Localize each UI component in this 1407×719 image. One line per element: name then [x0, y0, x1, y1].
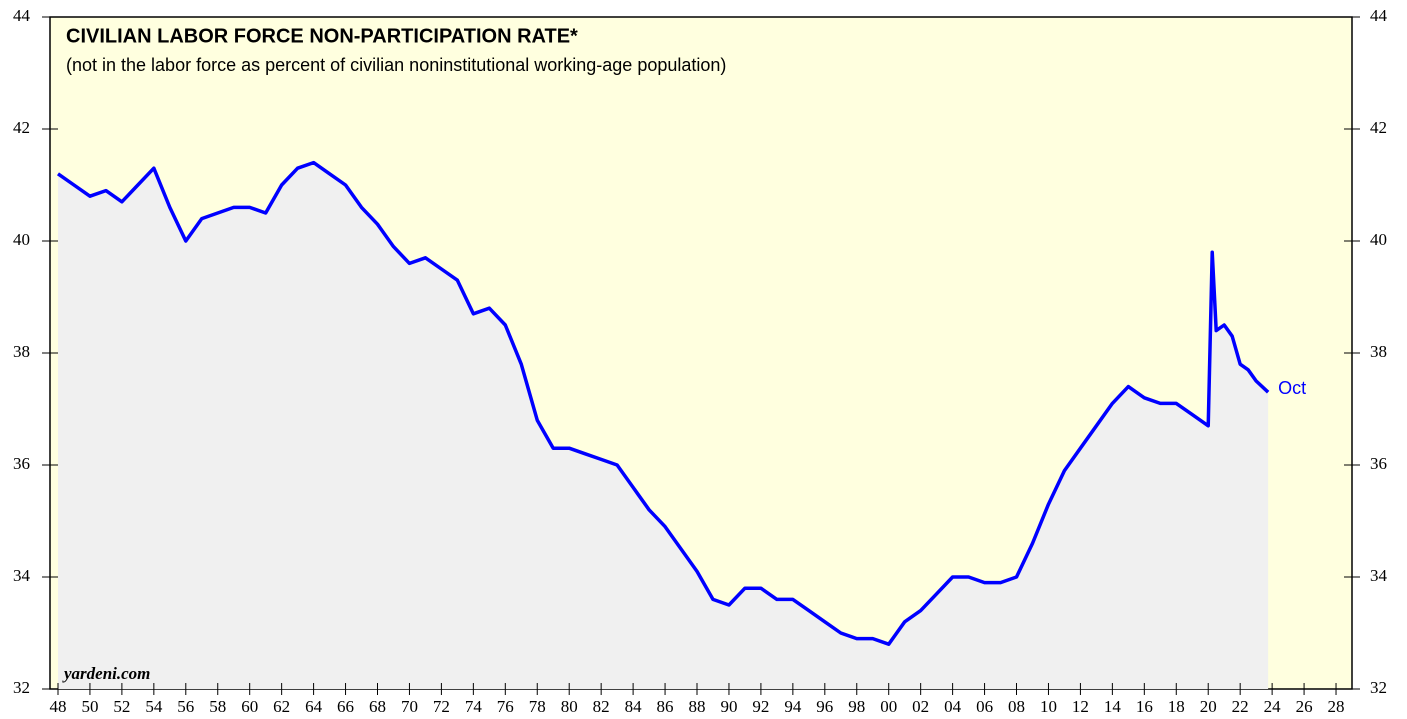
- y-tick-label: 38: [13, 342, 30, 361]
- x-tick-label: 14: [1104, 697, 1122, 716]
- x-tick-label: 80: [561, 697, 578, 716]
- x-tick-label: 72: [433, 697, 450, 716]
- x-tick-label: 98: [848, 697, 865, 716]
- x-tick-label: 56: [177, 697, 194, 716]
- x-tick-label: 94: [784, 697, 802, 716]
- x-tick-label: 00: [880, 697, 897, 716]
- y2-tick-label: 40: [1370, 230, 1387, 249]
- x-tick-label: 18: [1168, 697, 1185, 716]
- y-tick-label: 32: [13, 678, 30, 697]
- y2-tick-label: 36: [1370, 454, 1387, 473]
- x-tick-label: 62: [273, 697, 290, 716]
- x-tick-label: 70: [401, 697, 418, 716]
- x-tick-label: 88: [689, 697, 706, 716]
- x-tick-label: 12: [1072, 697, 1089, 716]
- x-tick-label: 82: [593, 697, 610, 716]
- x-tick-label: 78: [529, 697, 546, 716]
- y2-tick-label: 34: [1370, 566, 1388, 585]
- x-tick-label: 64: [305, 697, 323, 716]
- x-tick-label: 90: [720, 697, 737, 716]
- y2-tick-label: 42: [1370, 118, 1387, 137]
- y2-tick-label: 38: [1370, 342, 1387, 361]
- area: [57, 162, 1269, 690]
- y-tick-label: 42: [13, 118, 30, 137]
- x-tick-label: 52: [113, 697, 130, 716]
- x-tick-label: 16: [1136, 697, 1153, 716]
- annotation: Oct: [1278, 378, 1306, 398]
- x-tick-label: 84: [625, 697, 643, 716]
- x-tick-label: 26: [1296, 697, 1313, 716]
- line: [56, 160, 1270, 646]
- x-tick-label: 08: [1008, 697, 1025, 716]
- x-tick-label: 22: [1232, 697, 1249, 716]
- x-tick-label: 24: [1264, 697, 1282, 716]
- x-tick-label: 50: [81, 697, 98, 716]
- y2-tick-label: 32: [1370, 678, 1387, 697]
- chart-title: CIVILIAN LABOR FORCE NON-PARTICIPATION R…: [66, 25, 578, 47]
- x-tick-label: 92: [752, 697, 769, 716]
- y-tick-label: 40: [13, 230, 30, 249]
- y-tick-label: 44: [13, 6, 31, 25]
- x-tick-label: 54: [145, 697, 163, 716]
- x-tick-label: 86: [657, 697, 674, 716]
- y-tick-label: 36: [13, 454, 30, 473]
- x-tick-label: 28: [1328, 697, 1345, 716]
- x-tick-label: 66: [337, 697, 354, 716]
- x-tick-label: 74: [465, 697, 483, 716]
- x-tick-label: 58: [209, 697, 226, 716]
- plot: [56, 160, 1270, 690]
- x-tick-label: 68: [369, 697, 386, 716]
- source: yardeni.com: [62, 664, 150, 683]
- x-tick-label: 96: [816, 697, 833, 716]
- x-tick-label: 02: [912, 697, 929, 716]
- chart-subtitle: (not in the labor force as percent of ci…: [66, 55, 726, 75]
- y2-tick-label: 44: [1370, 6, 1388, 25]
- y-tick-label: 34: [13, 566, 31, 585]
- x-tick-label: 20: [1200, 697, 1217, 716]
- x-tick-label: 06: [976, 697, 993, 716]
- x-tick-label: 60: [241, 697, 258, 716]
- x-tick-label: 48: [49, 697, 66, 716]
- x-tick-label: 76: [497, 697, 514, 716]
- x-tick-label: 10: [1040, 697, 1057, 716]
- x-tick-label: 04: [944, 697, 962, 716]
